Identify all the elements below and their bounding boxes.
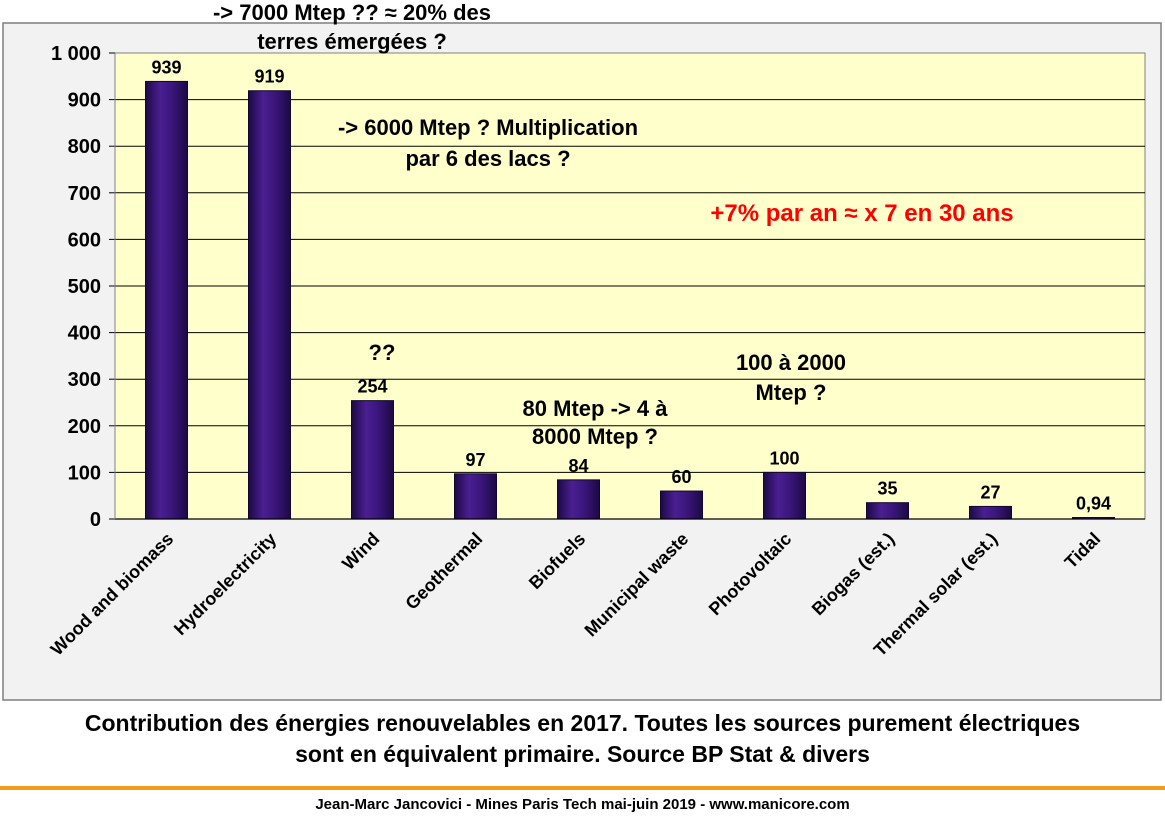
bar [969, 505, 1012, 520]
y-tick-label: 0 [90, 509, 101, 531]
data-label: 97 [465, 450, 485, 470]
caption: Contribution des énergies renouvelables … [0, 708, 1165, 770]
bar [248, 90, 291, 520]
annotation: -> 6000 Mtep ? Multiplication par 6 des l… [338, 115, 638, 171]
y-tick-label: 500 [68, 276, 101, 298]
bar [351, 400, 394, 520]
y-tick-label: 200 [68, 416, 101, 438]
data-label: 0,94 [1076, 494, 1111, 514]
annotation: ?? [369, 340, 396, 365]
y-tick-label: 100 [68, 462, 101, 484]
annotation: +7% par an ≈ x 7 en 30 ans [710, 200, 1013, 227]
footer-divider [0, 786, 1165, 790]
y-tick-label: 400 [68, 323, 101, 345]
data-label: 84 [568, 456, 588, 476]
data-label: 35 [877, 479, 897, 499]
y-tick-label: 700 [68, 183, 101, 205]
y-tick-label: 600 [68, 229, 101, 251]
data-label: 27 [980, 482, 1000, 502]
data-label: 100 [769, 448, 799, 468]
bar [557, 479, 600, 520]
bar [145, 80, 188, 520]
data-label: 939 [151, 57, 181, 77]
data-label: 60 [671, 467, 691, 487]
caption-line-2: sont en équivalent primaire. Source BP S… [295, 741, 870, 767]
bar [866, 502, 909, 520]
y-tick-label: 300 [68, 369, 101, 391]
footer-credit: Jean-Marc Jancovici - Mines Paris Tech m… [315, 796, 850, 813]
data-label: 254 [357, 377, 387, 397]
caption-line-1: Contribution des énergies renouvelables … [84, 710, 1081, 736]
y-tick-label: 1 000 [51, 43, 101, 65]
bar [660, 490, 703, 520]
annotation: 100 à 2000 Mtep ? [736, 350, 846, 405]
annotation: 80 Mtep -> 4 à 8000 Mtep ? [523, 396, 669, 449]
bar [763, 471, 806, 520]
annotation: -> 7000 Mtep ?? ≈ 20% des terres émergées… [213, 0, 491, 54]
y-tick-label: 800 [68, 136, 101, 158]
y-tick-label: 900 [68, 90, 101, 112]
bar [454, 473, 497, 520]
data-label: 919 [254, 67, 284, 87]
